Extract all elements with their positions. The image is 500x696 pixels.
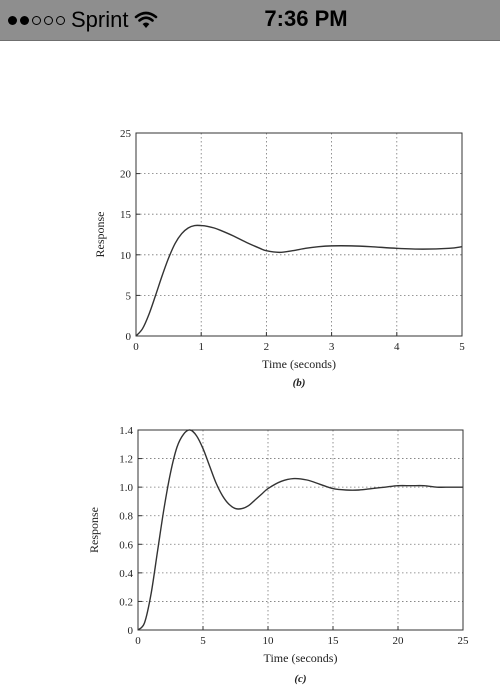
- signal-dot: [32, 15, 41, 25]
- x-tick-label: 4: [394, 341, 400, 353]
- response-curve-c: [137, 429, 463, 631]
- signal-dot: [56, 15, 65, 25]
- x-tick-label: 0: [135, 635, 141, 647]
- plot-frame-b: [135, 132, 463, 337]
- wifi-icon: [135, 11, 158, 28]
- y-tick-label: 0.6: [119, 539, 133, 551]
- y-tick-label: 20: [120, 169, 132, 181]
- y-tick-label: 1.4: [119, 425, 133, 437]
- x-tick-label: 1: [198, 341, 204, 353]
- y-tick-label: 15: [120, 209, 132, 221]
- x-tick-label: 20: [393, 635, 405, 647]
- status-bar: Sprint 7:36 PM: [0, 0, 500, 41]
- x-tick-label: 15: [328, 635, 340, 647]
- x-tick-label: 3: [329, 341, 335, 353]
- x-tick-label: 2: [264, 341, 270, 353]
- chart-caption-b: (b): [293, 377, 306, 389]
- y-tick-label: 0.2: [119, 596, 133, 608]
- signal-dot: [44, 15, 53, 25]
- signal-dot: [8, 15, 17, 25]
- y-tick-label: 0: [126, 331, 132, 343]
- status-left: Sprint: [8, 7, 158, 33]
- x-tick-label: 5: [200, 635, 206, 647]
- chart-caption-c: (c): [294, 673, 306, 685]
- x-tick-label: 5: [459, 341, 465, 353]
- chart-c: 0 5 10 15 20 25 0 0.2 0.4 0.6 0.8 1.0 1.2 1.4 Time (se…: [87, 425, 469, 685]
- y-tick-label: 5: [126, 290, 132, 302]
- chart-b: 0 1 2 3 4 5 0 5 10 15 20 25 Time (seconds) Response (b…: [93, 128, 465, 389]
- carrier-name: Sprint: [71, 7, 129, 32]
- y-tick-label: 1.2: [119, 454, 133, 466]
- signal-strength-icon: [8, 15, 65, 25]
- y-tick-label: 1.0: [119, 482, 133, 494]
- y-tick-label: 0.8: [119, 511, 133, 523]
- response-curve-b: [135, 224, 463, 337]
- y-axis-label-b: Response: [93, 212, 107, 258]
- y-tick-label: 0.4: [119, 568, 133, 580]
- y-tick-label: 10: [120, 250, 132, 262]
- y-tick-label: 0: [128, 625, 134, 637]
- clock-time: 7:36 PM: [264, 6, 348, 31]
- x-tick-label: 0: [133, 341, 139, 353]
- plot-frame-c: [137, 429, 464, 631]
- x-axis-label-c: Time (seconds): [264, 651, 338, 665]
- x-tick-label: 25: [458, 635, 470, 647]
- x-axis-label-b: Time (seconds): [262, 357, 336, 371]
- y-axis-label-c: Response: [87, 507, 101, 553]
- signal-dot: [20, 15, 29, 25]
- x-tick-label: 10: [263, 635, 275, 647]
- y-tick-label: 25: [120, 128, 132, 140]
